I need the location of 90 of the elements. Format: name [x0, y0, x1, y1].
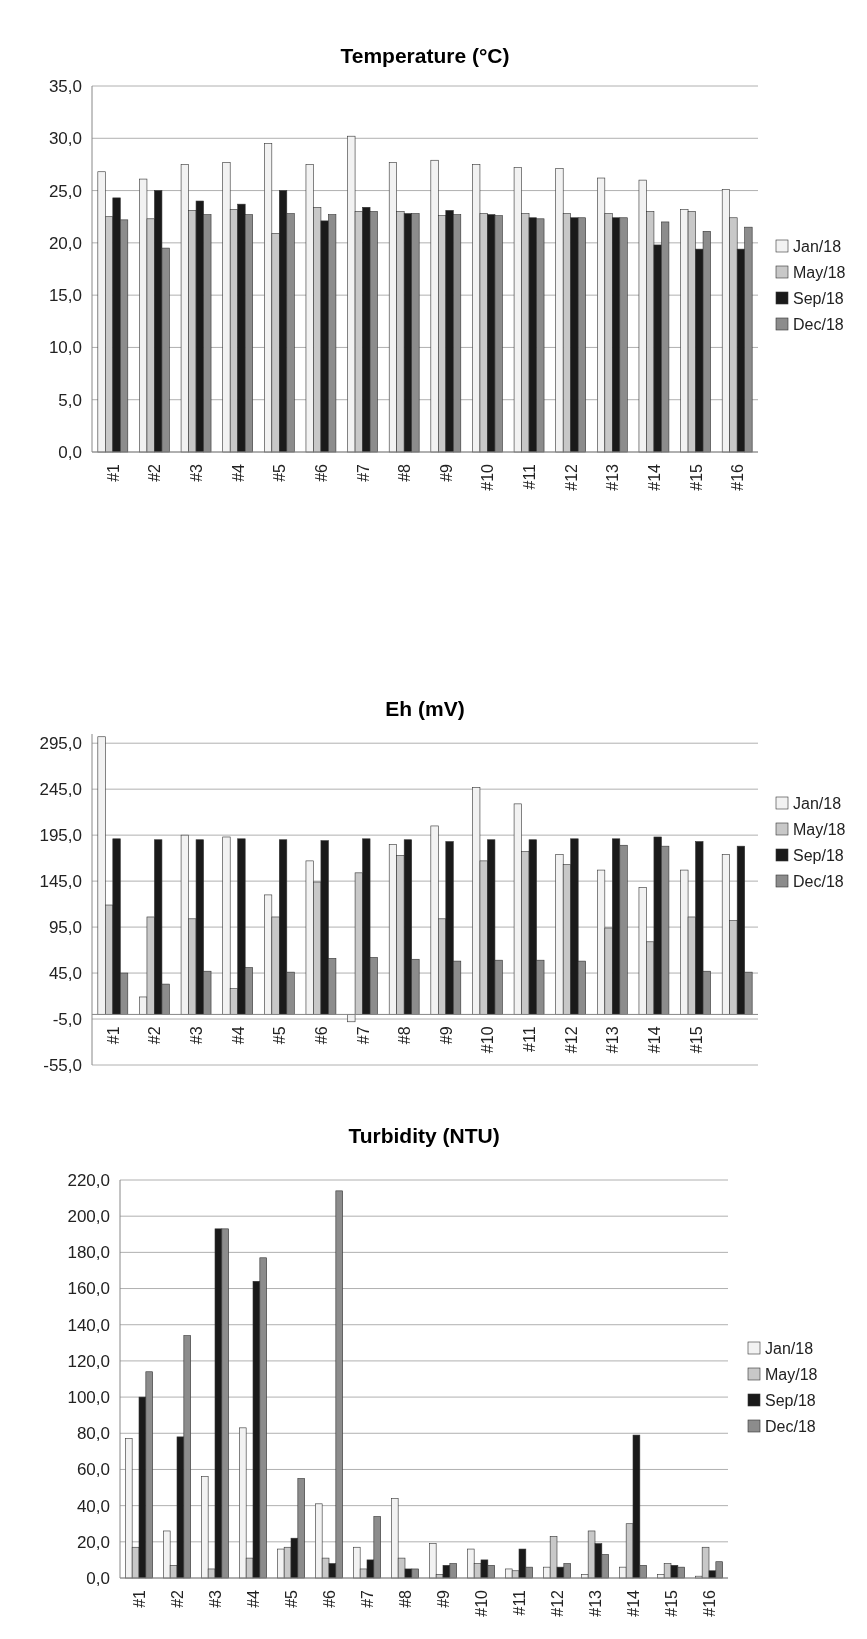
- y-tick-label: 20,0: [48, 233, 82, 253]
- chart-title: Eh (mV): [385, 697, 465, 720]
- legend-label: Sep/18: [793, 846, 844, 864]
- x-tick-label: #9: [437, 463, 455, 482]
- x-tick-label: #12: [562, 463, 580, 491]
- x-tick-label: #8: [397, 1589, 414, 1608]
- y-tick-label: 100,0: [67, 1388, 110, 1408]
- x-tick-label: #11: [521, 463, 539, 490]
- y-tick-label: 40,0: [76, 1496, 110, 1516]
- y-tick-label: 245,0: [39, 780, 82, 800]
- x-tick-label: #13: [604, 1026, 622, 1054]
- x-tick-label: #4: [229, 463, 247, 482]
- legend-label: Sep/18: [765, 1391, 816, 1409]
- legend-label: May/18: [793, 263, 846, 281]
- x-tick-label: #14: [625, 1589, 642, 1617]
- y-tick-label: 35,0: [48, 76, 82, 96]
- y-tick-label: 95,0: [48, 918, 82, 938]
- x-tick-label: #3: [188, 1026, 206, 1045]
- x-tick-label: #1: [104, 463, 122, 482]
- x-tick-label: #12: [549, 1589, 566, 1617]
- x-tick-label: #16: [729, 463, 747, 491]
- y-tick-label: 80,0: [76, 1424, 110, 1444]
- x-tick-label: #6: [321, 1589, 338, 1608]
- x-tick-label: #5: [271, 463, 289, 482]
- x-tick-label: #6: [312, 1026, 330, 1045]
- y-tick-label: 60,0: [76, 1460, 110, 1480]
- y-tick-label: 140,0: [67, 1315, 110, 1335]
- x-tick-label: #3: [207, 1589, 224, 1608]
- y-tick-label: 0,0: [86, 1568, 110, 1588]
- legend-label: Jan/18: [793, 794, 842, 812]
- x-tick-label: #10: [479, 463, 497, 491]
- x-tick-label: #8: [396, 1026, 414, 1045]
- x-tick-label: #15: [663, 1589, 680, 1617]
- x-tick-label: #11: [521, 1026, 539, 1052]
- legend-label: May/18: [793, 820, 846, 838]
- y-tick-label: 45,0: [48, 964, 82, 984]
- x-tick-label: #15: [687, 1026, 705, 1054]
- y-tick-label: 5,0: [58, 390, 82, 410]
- x-tick-label: #5: [283, 1589, 300, 1608]
- y-tick-label: 20,0: [76, 1532, 110, 1552]
- x-tick-label: #13: [587, 1589, 604, 1617]
- x-tick-label: #9: [435, 1589, 452, 1608]
- legend-label: Dec/18: [793, 315, 844, 333]
- x-tick-label: #10: [473, 1589, 490, 1617]
- x-tick-label: #1: [104, 1026, 122, 1045]
- legend-label: Dec/18: [765, 1417, 816, 1435]
- x-tick-label: #14: [645, 1026, 663, 1054]
- x-tick-label: #15: [687, 463, 705, 491]
- x-tick-label: #16: [701, 1589, 718, 1617]
- x-tick-label: #7: [354, 1026, 372, 1045]
- y-tick-label: 120,0: [67, 1351, 110, 1371]
- x-tick-label: #3: [188, 463, 206, 482]
- x-tick-label: #2: [169, 1589, 186, 1608]
- y-tick-label: -55,0: [43, 1055, 82, 1075]
- y-tick-label: 10,0: [48, 338, 82, 358]
- y-tick-label: 295,0: [39, 734, 82, 754]
- x-tick-label: #12: [562, 1026, 580, 1054]
- y-tick-label: 25,0: [48, 181, 82, 201]
- x-tick-label: #7: [354, 463, 372, 482]
- y-tick-label: 180,0: [67, 1243, 110, 1263]
- chart-title: Temperature (°C): [340, 44, 510, 67]
- x-tick-label: #7: [359, 1589, 376, 1608]
- chart-title: Turbidity (NTU): [348, 1124, 500, 1147]
- x-tick-label: #10: [479, 1026, 497, 1054]
- x-tick-label: #1: [131, 1589, 148, 1608]
- x-tick-label: #2: [146, 1026, 164, 1045]
- legend-label: Jan/18: [793, 237, 842, 255]
- x-tick-label: #8: [396, 463, 414, 482]
- x-tick-label: #5: [271, 1026, 289, 1045]
- x-tick-label: #4: [229, 1026, 247, 1045]
- x-tick-label: #13: [604, 463, 622, 491]
- x-tick-label: #6: [312, 463, 330, 482]
- legend-label: Jan/18: [765, 1339, 814, 1357]
- y-tick-label: -5,0: [52, 1009, 82, 1029]
- x-tick-label: #9: [437, 1026, 455, 1045]
- y-tick-label: 145,0: [39, 872, 82, 892]
- x-tick-label: #11: [511, 1589, 528, 1616]
- y-tick-label: 160,0: [67, 1279, 110, 1299]
- y-tick-label: 15,0: [48, 286, 82, 306]
- legend-label: Sep/18: [793, 289, 844, 307]
- y-tick-label: 30,0: [48, 129, 82, 149]
- legend-label: Dec/18: [793, 872, 844, 890]
- y-tick-label: 195,0: [39, 826, 82, 846]
- y-tick-label: 220,0: [67, 1170, 110, 1190]
- legend-label: May/18: [765, 1365, 818, 1383]
- x-tick-label: #4: [245, 1589, 262, 1608]
- y-tick-label: 200,0: [67, 1207, 110, 1227]
- x-tick-label: #14: [645, 463, 663, 491]
- x-tick-label: #2: [146, 463, 164, 482]
- y-tick-label: 0,0: [58, 442, 82, 462]
